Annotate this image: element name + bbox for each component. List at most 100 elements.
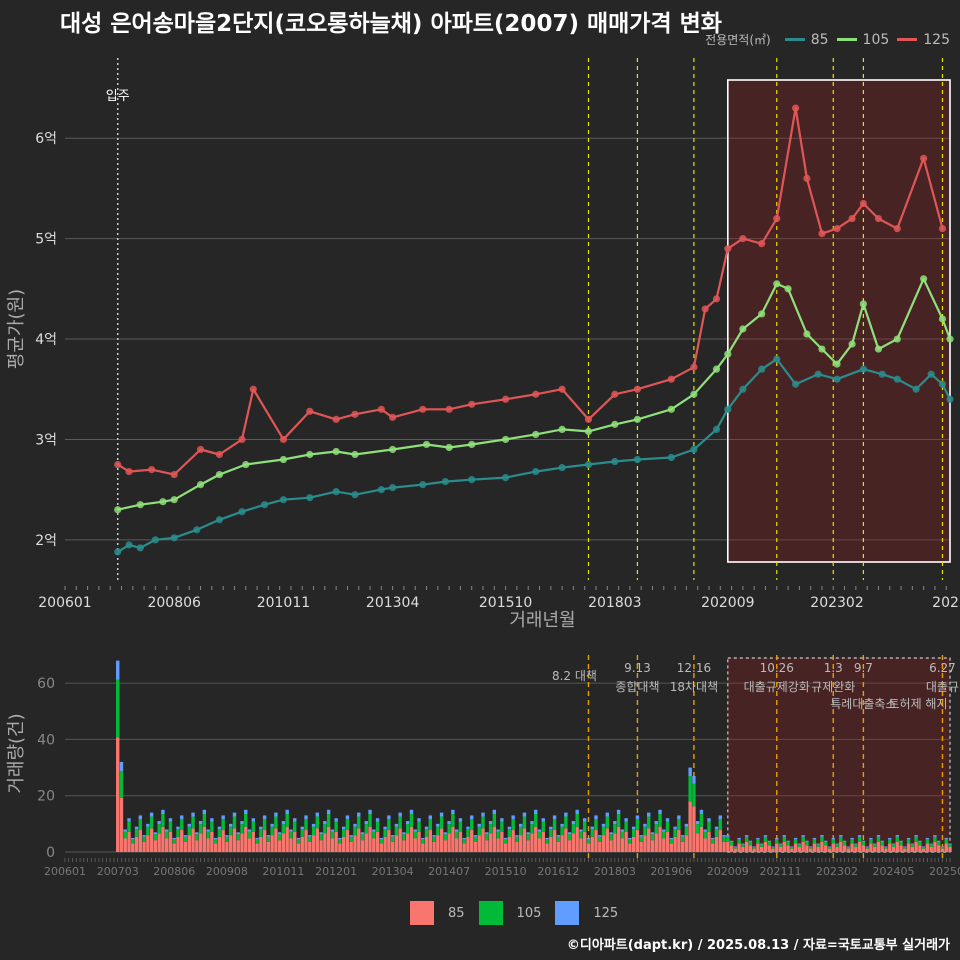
bar-105 — [221, 819, 225, 831]
bar-85 — [654, 833, 658, 852]
bar-85 — [872, 846, 877, 852]
bar-85 — [372, 838, 376, 852]
bar-125 — [244, 809, 248, 815]
bar-125 — [311, 823, 316, 827]
bar-85 — [903, 848, 907, 852]
y-tick-label: 4억 — [35, 332, 57, 348]
bar-85 — [259, 836, 263, 852]
bar-85 — [304, 830, 308, 852]
data-point-85 — [502, 473, 510, 482]
data-point-125 — [739, 235, 747, 243]
bar-85 — [771, 848, 775, 852]
bar-85 — [744, 841, 749, 852]
bar-105 — [831, 839, 835, 844]
data-point-105 — [938, 315, 947, 323]
bar-125 — [665, 818, 670, 822]
bar-125 — [733, 846, 738, 847]
bar-105 — [643, 826, 647, 836]
bar-105 — [816, 844, 820, 847]
bar-85 — [575, 826, 579, 852]
bar-85 — [191, 828, 195, 852]
bar-125 — [948, 843, 952, 845]
bar-105 — [797, 844, 802, 847]
bar-125 — [142, 835, 146, 837]
bar-105 — [488, 824, 493, 834]
data-point-125 — [712, 295, 721, 303]
bar-85 — [466, 836, 470, 852]
bar-85 — [383, 836, 387, 852]
bar-125 — [545, 837, 549, 840]
x-tick-label: 202302 — [810, 595, 863, 611]
bar-85 — [537, 838, 542, 852]
bar-125 — [677, 815, 681, 820]
data-point-105 — [724, 350, 732, 358]
policy-label-extra: 토허제 해지 — [888, 697, 947, 711]
policy-label-date: 6.27 — [929, 661, 956, 675]
bar-125 — [439, 812, 444, 817]
bar-105 — [259, 829, 263, 837]
bar-85 — [552, 830, 557, 852]
x-tick-label: 200806 — [147, 595, 201, 611]
data-point-105 — [332, 447, 340, 456]
bar-125 — [658, 809, 662, 815]
bar-125 — [695, 821, 700, 825]
bar-125 — [131, 837, 135, 840]
bar-x-tick-label: 200806 — [153, 865, 195, 878]
bar-105 — [921, 846, 926, 849]
bar-105 — [744, 836, 749, 842]
bar-125 — [285, 809, 289, 815]
bar-85 — [684, 835, 689, 852]
bar-85 — [439, 828, 444, 852]
bar-125 — [726, 835, 730, 837]
bar-105 — [485, 834, 489, 841]
bar-105 — [462, 839, 466, 844]
bar-105 — [421, 839, 425, 844]
data-point-105 — [502, 435, 510, 444]
bar-85 — [737, 843, 741, 852]
bar-105 — [360, 834, 365, 841]
bar-105 — [157, 824, 161, 834]
bar-85 — [865, 848, 869, 852]
bar-85 — [827, 848, 832, 852]
bar-85 — [281, 833, 286, 852]
bar-105 — [116, 679, 120, 738]
policy-label-desc: 규제완화 — [811, 680, 855, 694]
bar-105 — [839, 836, 843, 842]
policy-label-date: 12.16 — [677, 661, 711, 675]
data-point-125 — [690, 363, 698, 371]
bar-105 — [387, 819, 391, 831]
bar-125 — [149, 812, 154, 817]
bar-85 — [899, 845, 903, 852]
bar-125 — [662, 829, 666, 832]
bar-85 — [839, 841, 843, 852]
bar-105 — [692, 783, 696, 807]
bar-x-tick-label: 201407 — [428, 865, 470, 878]
bar-85 — [831, 843, 835, 852]
bar-85 — [492, 826, 497, 852]
bar-105 — [266, 836, 271, 842]
bar-105 — [929, 844, 933, 847]
bar-85 — [665, 831, 670, 852]
bar-105 — [187, 826, 191, 836]
data-point-85 — [791, 380, 800, 388]
bar-85 — [635, 830, 640, 852]
bar-105 — [722, 836, 726, 842]
bar-85 — [131, 843, 135, 852]
bar-125 — [854, 843, 858, 845]
bar-125 — [296, 837, 301, 840]
x-axis-label: 거래년월 — [509, 610, 575, 631]
bar-85 — [379, 843, 384, 852]
bar-x-tick-label: 202111 — [760, 865, 802, 878]
bar-85 — [741, 846, 745, 852]
data-point-105 — [803, 330, 811, 338]
bar-125 — [251, 818, 255, 822]
bar-125 — [349, 835, 353, 837]
bar-85 — [940, 848, 945, 852]
bar-125 — [515, 835, 519, 837]
bar-85 — [417, 831, 421, 852]
bar-105 — [172, 839, 176, 844]
data-point-125 — [874, 214, 883, 223]
data-point-125 — [848, 214, 856, 223]
legend-bar-125: 125 — [555, 901, 618, 925]
